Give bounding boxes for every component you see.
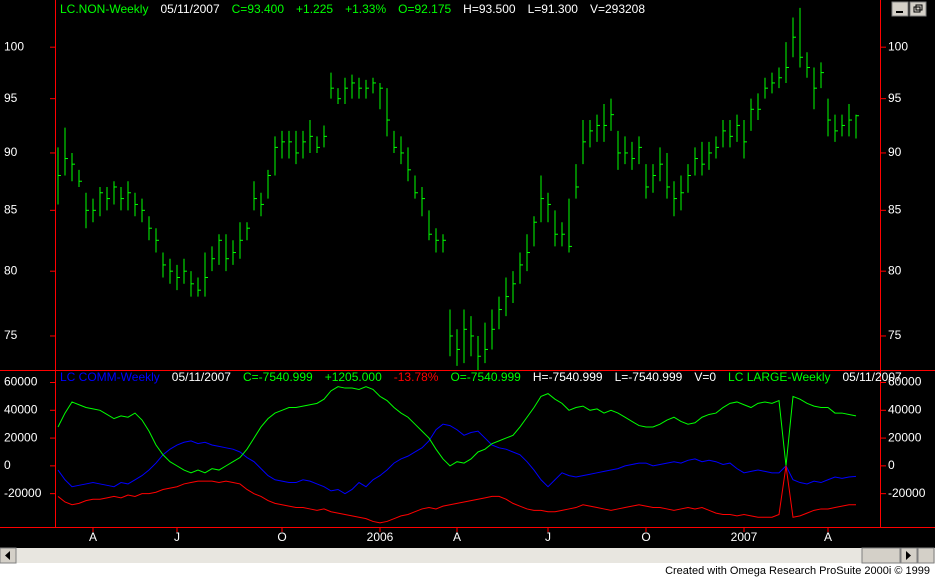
- y-tick-label: 60000: [4, 375, 38, 389]
- legend-label: H=93.500: [463, 2, 516, 16]
- y-tick-label: 100: [888, 39, 908, 53]
- legend-label: H=-7540.999: [533, 370, 603, 384]
- scroll-thumb[interactable]: [861, 547, 901, 564]
- x-tick-label: J: [545, 530, 551, 544]
- x-tick-label: O: [277, 530, 286, 544]
- legend-label: V=293208: [590, 2, 645, 16]
- y-tick-label: 20000: [4, 430, 38, 444]
- x-tick-label: A: [824, 530, 832, 544]
- scroll-track[interactable]: [0, 548, 935, 563]
- scrollbar: [0, 547, 935, 564]
- y-tick-label: -20000: [4, 486, 42, 500]
- y-tick-label: 95: [4, 91, 18, 105]
- y-tick-label: 0: [4, 458, 11, 472]
- y-tick-label: 0: [888, 458, 895, 472]
- y-tick-label: 75: [4, 328, 18, 342]
- x-tick-label: 2007: [731, 530, 758, 544]
- x-tick-label: O: [641, 530, 650, 544]
- legend-label: L=-7540.999: [615, 370, 683, 384]
- arrow-icon: [5, 551, 10, 560]
- y-tick-label: 40000: [4, 402, 38, 416]
- footer: Created with Omega Research ProSuite 200…: [665, 565, 930, 577]
- legend-label: L=91.300: [528, 2, 579, 16]
- restore-button[interactable]: [909, 1, 927, 17]
- y-tick-label: 80: [888, 263, 902, 277]
- y-tick-label: 85: [4, 202, 18, 216]
- series-line: [57, 386, 857, 474]
- y-tick-label: 90: [4, 145, 18, 159]
- series-line: [57, 465, 856, 524]
- legend-label: LC COMM-Weekly: [60, 370, 160, 384]
- legend-label: V=0: [694, 370, 716, 384]
- y-tick-label: 85: [888, 202, 902, 216]
- y-tick-label: 95: [888, 91, 902, 105]
- restore-icon: [915, 4, 923, 11]
- x-tick-label: A: [89, 530, 97, 544]
- legend-label: C=93.400: [232, 2, 285, 16]
- zoom-button[interactable]: [917, 547, 935, 564]
- y-tick-label: 40000: [888, 402, 922, 416]
- legend-label: 05/11/2007: [160, 2, 219, 16]
- x-tick-label: 2006: [367, 530, 394, 544]
- arrow-icon: [906, 551, 911, 560]
- plot: 75 75 80 80 85 85 90 90 95 95 100 100 LC.NON-Weekly 0…: [4, 2, 926, 544]
- legend-label: -13.78%: [394, 370, 439, 384]
- minimize-button[interactable]: [891, 1, 909, 17]
- legend-label: 05/11/2007: [172, 370, 231, 384]
- legend-label: +1.225: [296, 2, 333, 16]
- y-tick-label: 60000: [888, 375, 922, 389]
- legend-label: LC.NON-Weekly: [60, 2, 148, 16]
- legend-label: C=-7540.999: [243, 370, 313, 384]
- legend-label: LC LARGE-Weekly: [728, 370, 830, 384]
- y-tick-label: 75: [888, 328, 902, 342]
- y-tick-label: 90: [888, 145, 902, 159]
- legend-label: 05/11/2007: [843, 370, 902, 384]
- y-tick-label: 100: [4, 39, 24, 53]
- y-tick-label: -20000: [888, 486, 926, 500]
- chart-background: [0, 0, 935, 548]
- y-tick-label: 80: [4, 263, 18, 277]
- legend-label: +1.33%: [345, 2, 386, 16]
- y-tick-label: 20000: [888, 430, 922, 444]
- legend-label: O=-7540.999: [450, 370, 521, 384]
- x-tick-label: J: [174, 530, 180, 544]
- series-line: [57, 423, 857, 495]
- legend-label: +1205.000: [325, 370, 382, 384]
- x-tick-label: A: [453, 530, 461, 544]
- legend-label: O=92.175: [398, 2, 451, 16]
- window-buttons: [891, 1, 927, 17]
